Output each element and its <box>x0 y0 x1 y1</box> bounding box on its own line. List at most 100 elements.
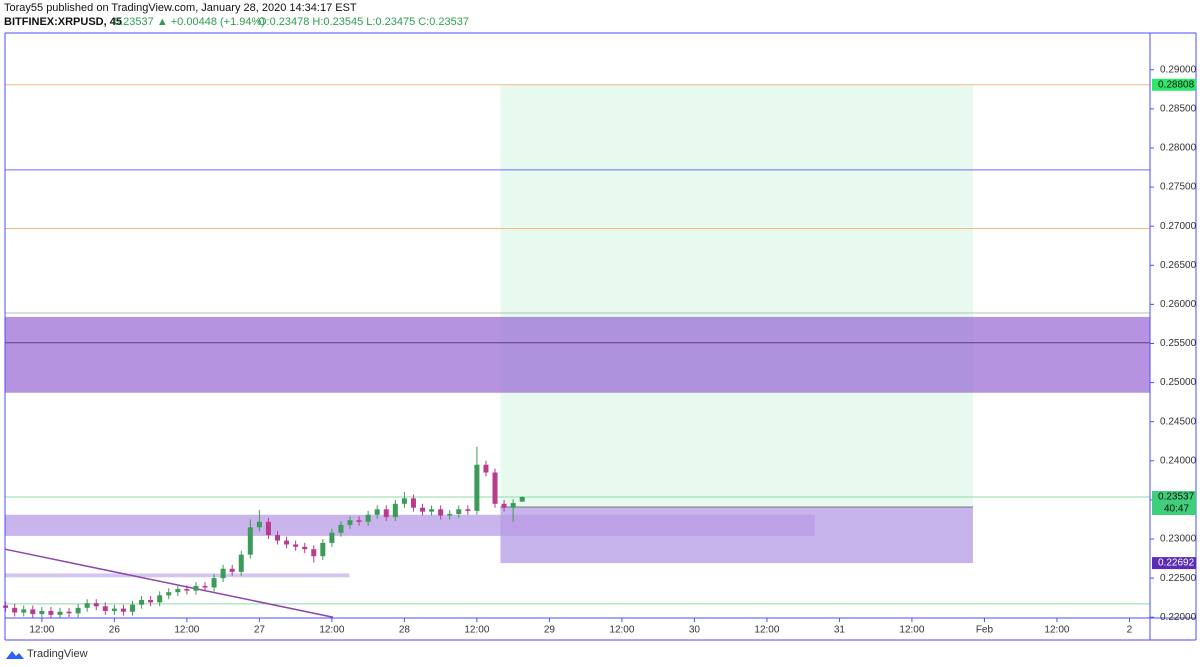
x-tick-label: 29 <box>544 625 556 636</box>
candle-body <box>456 509 462 514</box>
candle-body <box>519 497 525 502</box>
candle-body <box>338 524 344 533</box>
x-tick-label: Feb <box>976 625 994 636</box>
candle-body <box>66 611 72 614</box>
candle-body <box>202 585 208 588</box>
x-tick-label: 30 <box>689 625 701 636</box>
x-tick-label: 12:00 <box>464 625 489 636</box>
candle-body <box>374 509 380 515</box>
x-tick-label: 28 <box>399 625 411 636</box>
y-tick-label: 0.29000 <box>1160 64 1197 75</box>
x-tick-label: 31 <box>834 625 846 636</box>
x-tick-label: 2 <box>1127 625 1133 636</box>
candle-body <box>383 509 389 518</box>
trend-line <box>4 548 334 618</box>
symbol: BITFINEX:XRPUSD, 45 <box>4 16 122 28</box>
y-tick-label: 0.25500 <box>1160 338 1197 349</box>
ohlc: O:0.23478 H:0.23545 L:0.23475 C:0.23537 <box>258 16 469 28</box>
candle-body <box>275 535 281 541</box>
candle-body <box>120 608 126 612</box>
candle-body <box>293 544 299 547</box>
candle-body <box>48 610 54 615</box>
candle-body <box>84 603 90 608</box>
y-tick-label: 0.25000 <box>1160 377 1197 388</box>
candle-body <box>483 464 489 473</box>
candle-body <box>184 589 190 591</box>
candle-body <box>284 540 290 545</box>
candle-body <box>365 514 371 522</box>
y-tick-label: 0.26000 <box>1160 299 1197 310</box>
y-tick-label: 0.28500 <box>1160 104 1197 115</box>
candle-body <box>129 604 135 612</box>
candle-body <box>447 513 453 516</box>
y-tick-label: 0.22500 <box>1160 573 1197 584</box>
candle-body <box>265 521 271 536</box>
y-tick-label: 0.28000 <box>1160 143 1197 154</box>
y-tick-label: 0.23000 <box>1160 534 1197 545</box>
candle-body <box>39 610 45 615</box>
candle-body <box>211 578 217 588</box>
candle-body <box>392 503 398 518</box>
candle-body <box>30 609 36 615</box>
price-tag <box>1152 491 1196 504</box>
candle-body <box>420 507 426 512</box>
candle-body <box>247 527 253 555</box>
candle-body <box>93 603 99 607</box>
candle-body <box>256 521 262 528</box>
y-tick-label: 0.27500 <box>1160 182 1197 193</box>
x-tick-label: 12:00 <box>1044 625 1069 636</box>
x-tick-label: 12:00 <box>899 625 924 636</box>
candle-body <box>474 464 480 511</box>
candle-body <box>57 611 63 615</box>
candle-body <box>21 609 27 613</box>
candle-body <box>438 509 444 516</box>
plot-area <box>3 84 1150 618</box>
x-tick-label: 12:00 <box>319 625 344 636</box>
candle-body <box>311 549 317 557</box>
candle-body <box>12 607 18 613</box>
y-tick-label: 0.27000 <box>1160 221 1197 232</box>
x-tick-label: 12:00 <box>609 625 634 636</box>
candle-body <box>510 503 516 508</box>
candle-body <box>465 509 471 511</box>
countdown-box <box>1152 503 1196 516</box>
x-tick-label: 12:00 <box>754 625 779 636</box>
candle-body <box>3 605 9 608</box>
candle-body <box>166 592 172 596</box>
y-tick-label: 0.24500 <box>1160 416 1197 427</box>
x-tick-label: 27 <box>254 625 266 636</box>
candle-body <box>320 542 326 557</box>
candle-body <box>139 600 145 605</box>
countdown: 40:47 <box>1164 504 1189 515</box>
zone <box>5 514 815 536</box>
y-tick-label: 0.26500 <box>1160 260 1197 271</box>
price-tag-label: 0.28808 <box>1158 79 1195 90</box>
candle-body <box>148 600 154 603</box>
publisher: Toray55 published on TradingView.com, Ja… <box>4 2 357 14</box>
price-tag <box>1152 78 1196 91</box>
candle-body <box>157 595 163 603</box>
candle-body <box>111 608 117 611</box>
price-tag-label: 0.23537 <box>1158 492 1195 503</box>
x-tick-label: 12:00 <box>29 625 54 636</box>
brand: TradingView <box>27 648 88 660</box>
candle-body <box>410 498 416 508</box>
candle-body <box>429 509 435 512</box>
logo <box>6 651 24 659</box>
profit-zone <box>500 84 973 507</box>
y-tick-label: 0.22000 <box>1160 612 1197 623</box>
candle-body <box>193 585 199 591</box>
y-tick-label: 0.24000 <box>1160 455 1197 466</box>
zone <box>5 573 350 578</box>
candle-body <box>175 589 181 593</box>
change: 0.23537 ▲ +0.00448 (+1.94%) <box>114 16 265 28</box>
price-tag <box>1152 557 1196 570</box>
x-tick-label: 26 <box>109 625 121 636</box>
candle-body <box>220 568 226 579</box>
candle-body <box>401 498 407 504</box>
candle-body <box>347 520 353 525</box>
candle-body <box>229 568 235 572</box>
candle-body <box>102 606 108 611</box>
price-tag-label: 0.22692 <box>1158 558 1195 569</box>
candle-body <box>238 554 244 572</box>
